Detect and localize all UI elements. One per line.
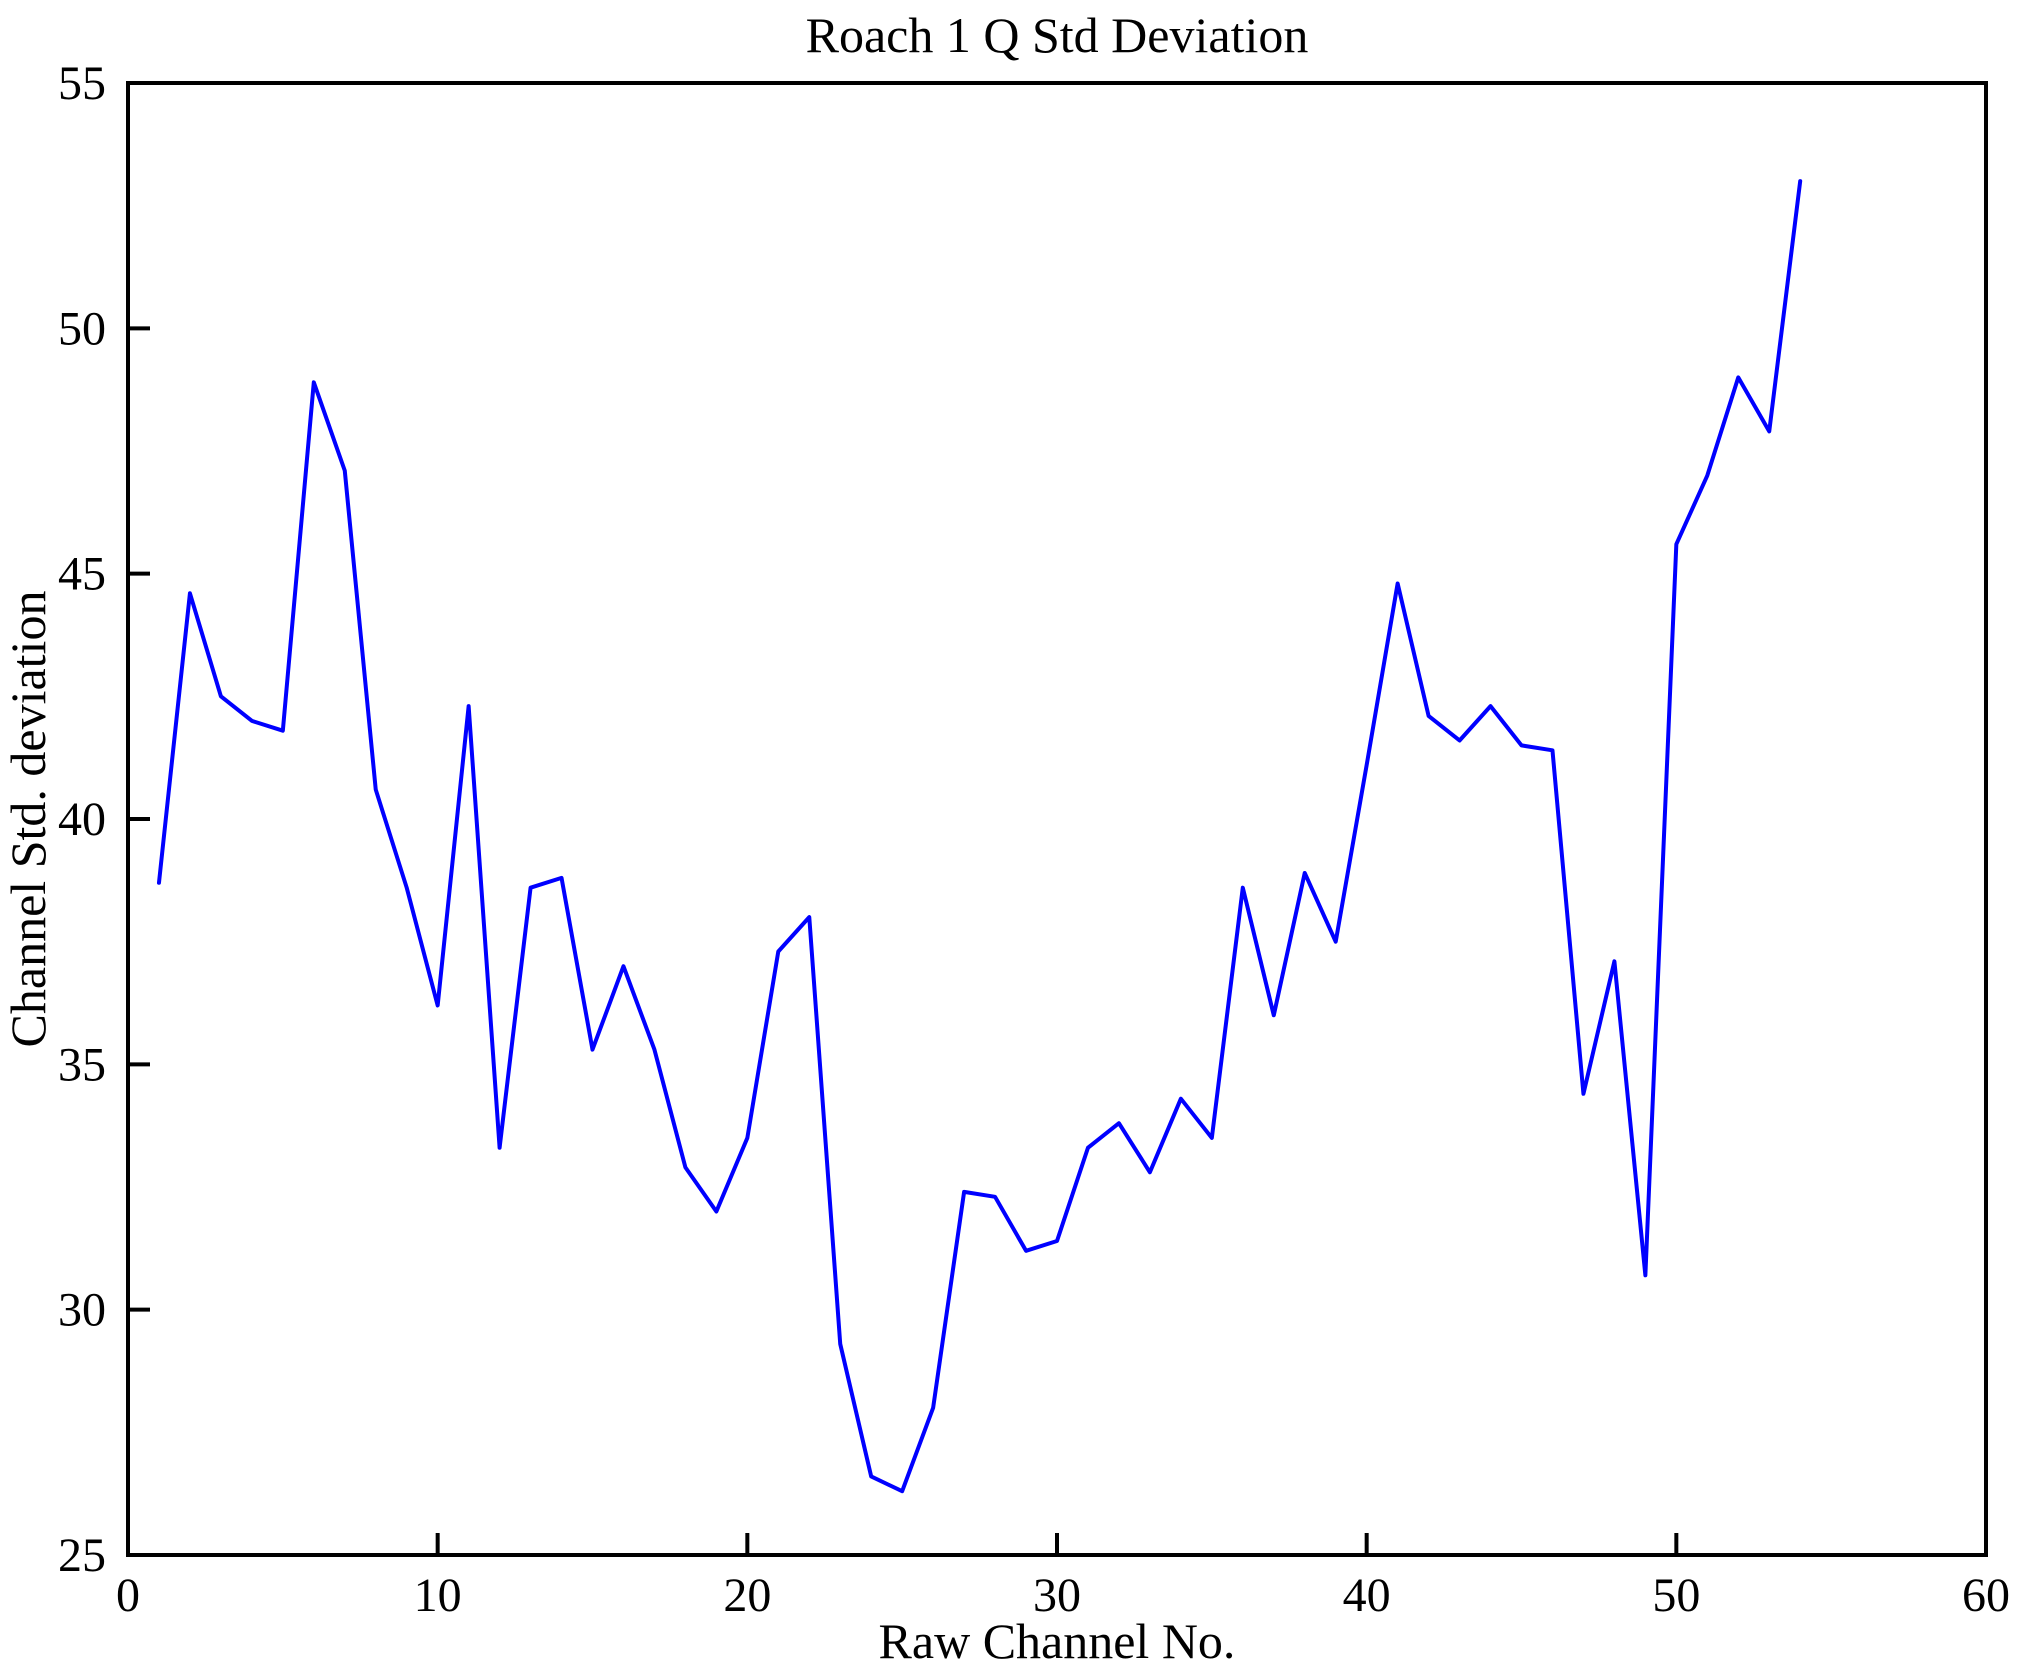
y-tick-label: 35 [58,1038,106,1091]
y-tick-label: 55 [58,57,106,110]
axis-tick-labels: 0 10 20 30 40 50 60 25 30 35 40 45 50 55 [58,57,2010,1622]
x-tick-label: 10 [414,1569,462,1622]
y-tick-label: 40 [58,793,106,846]
x-tick-label: 50 [1652,1569,1700,1622]
y-tick-label: 25 [58,1529,106,1582]
plot-box-frame [126,81,1988,1557]
x-tick-label: 60 [1962,1569,2010,1622]
x-axis-label: Raw Channel No. [879,1613,1236,1669]
x-tick-label: 20 [723,1569,771,1622]
data-series-line [156,179,1803,1494]
x-tick-label: 40 [1343,1569,1391,1622]
x-tick-label: 0 [116,1569,140,1622]
y-tick-label: 30 [58,1284,106,1337]
y-tick-label: 45 [58,548,106,601]
x-tick-label: 30 [1033,1569,1081,1622]
chart-title: Roach 1 Q Std Deviation [806,7,1309,63]
y-axis-label: Channel Std. deviation [0,591,56,1048]
axis-ticks [126,81,1988,1557]
y-tick-label: 50 [58,302,106,355]
